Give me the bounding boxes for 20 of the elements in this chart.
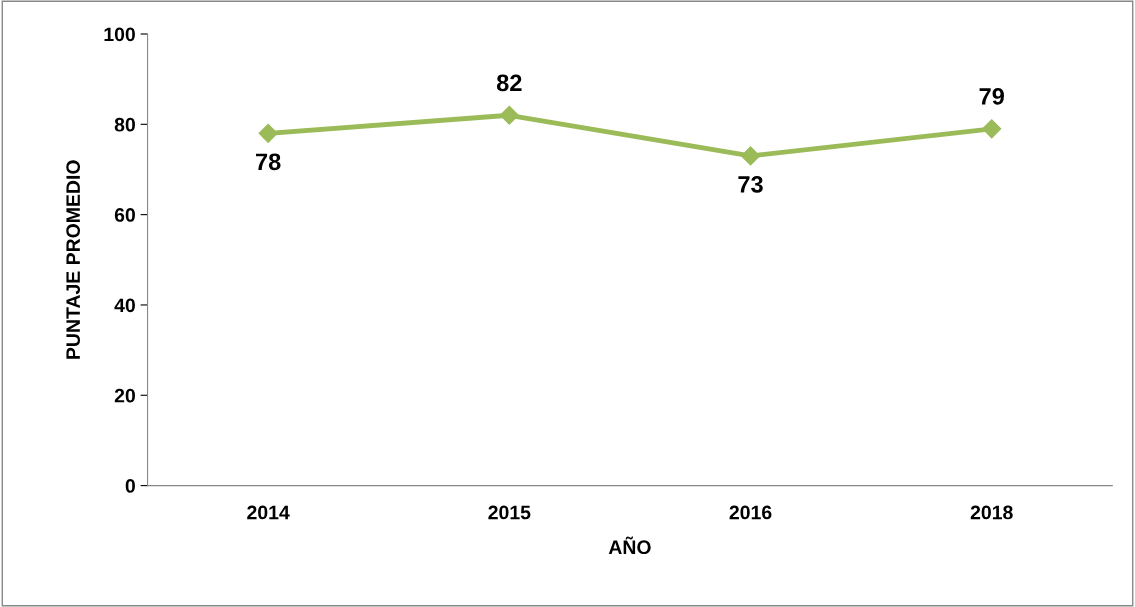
y-tick-label: 100 (104, 27, 135, 42)
data-label: 78 (256, 153, 281, 171)
point (982, 119, 1002, 139)
y-axis-title: PUNTAJE PROMEDIO (66, 160, 81, 359)
y-tick-label: 0 (125, 479, 135, 493)
x-tick-label: 2018 (970, 505, 1013, 520)
point (499, 105, 519, 125)
x-tick-label: 2015 (488, 505, 531, 520)
x-axis-title: AÑO (608, 536, 651, 555)
data-label: 79 (979, 88, 1004, 105)
x-tick-label: 2014 (247, 505, 290, 520)
data-label: 73 (738, 175, 763, 193)
point (740, 146, 761, 166)
x-tick-label: 2016 (729, 505, 772, 520)
point (258, 123, 278, 143)
y-tick-label: 60 (114, 208, 135, 222)
y-tick-label: 40 (114, 298, 135, 313)
y-tick-label: 20 (114, 388, 135, 403)
y-tick-label: 80 (114, 117, 135, 132)
data-label: 82 (496, 74, 522, 92)
